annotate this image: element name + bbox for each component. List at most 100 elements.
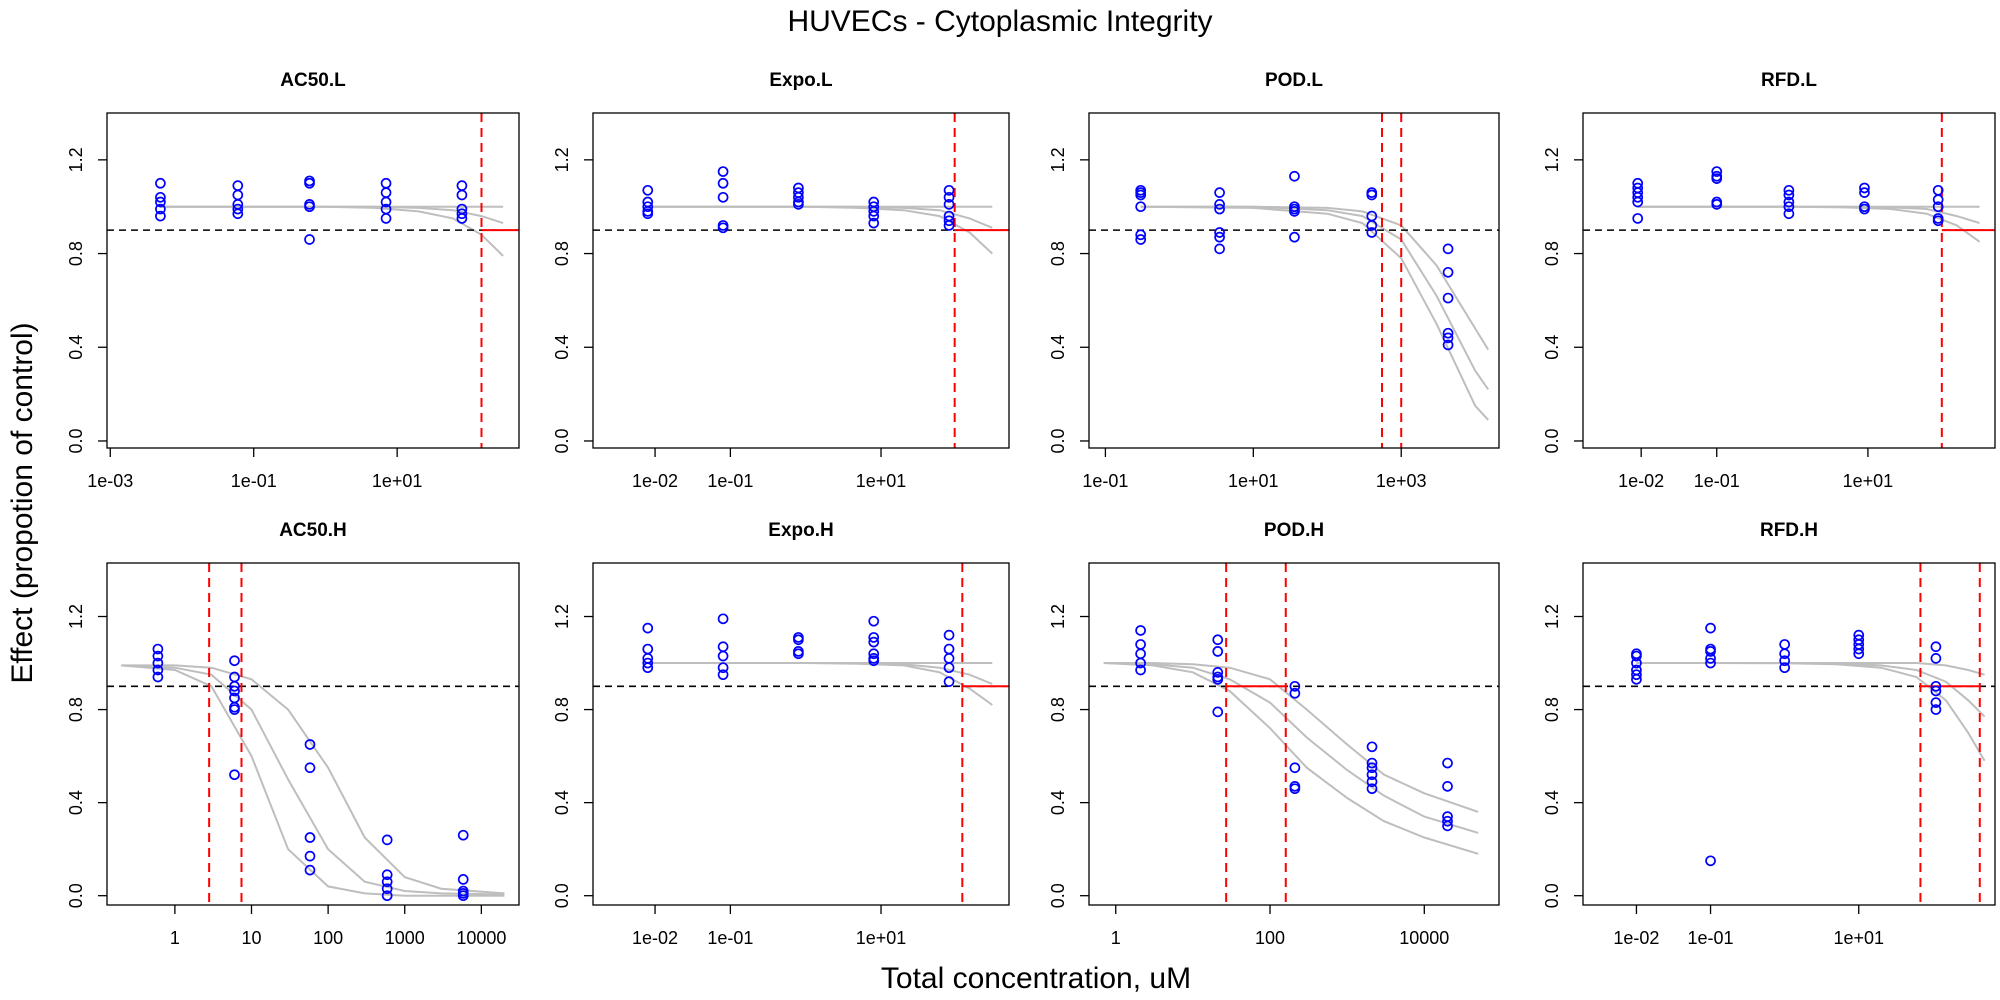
x-tick-label: 1e-02 xyxy=(1613,928,1659,948)
y-tick-label: 0.8 xyxy=(66,697,86,722)
data-point xyxy=(1214,243,1225,255)
data-point xyxy=(642,657,654,669)
data-point xyxy=(1442,292,1454,304)
data-point xyxy=(456,189,468,201)
data-point xyxy=(232,180,244,191)
panel-title: Expo.H xyxy=(768,520,833,541)
data-point xyxy=(1135,625,1146,636)
x-axis-label: Total concentration, uM xyxy=(881,962,1191,995)
data-point xyxy=(155,210,166,222)
data-point xyxy=(1930,704,1942,715)
y-tick-label: 0.4 xyxy=(552,790,572,815)
data-point xyxy=(1135,648,1146,660)
data-point xyxy=(1930,653,1942,664)
y-tick-label: 0.4 xyxy=(66,335,86,360)
fit-curve xyxy=(121,664,505,896)
data-point xyxy=(1214,187,1225,199)
y-tick-label: 1.2 xyxy=(552,604,572,629)
y-tick-label: 0.0 xyxy=(66,883,86,908)
data-point xyxy=(380,213,392,224)
plot-area xyxy=(593,563,1009,905)
data-point xyxy=(1442,243,1454,255)
panel-title: AC50.L xyxy=(280,70,346,91)
data-point xyxy=(1135,664,1146,676)
data-point xyxy=(1631,669,1642,681)
y-tick-label: 0.0 xyxy=(66,428,86,453)
data-point xyxy=(232,203,244,215)
data-point xyxy=(1853,648,1865,660)
data-point xyxy=(1859,203,1870,215)
x-tick-label: 1e+01 xyxy=(1228,471,1279,491)
plot-frame xyxy=(106,562,520,906)
x-tick-label: 1e-02 xyxy=(632,471,678,491)
data-point xyxy=(152,657,164,669)
data-point xyxy=(717,191,729,203)
y-tick-label: 1.2 xyxy=(1542,147,1562,172)
plot-area xyxy=(593,113,1009,448)
data-point xyxy=(381,890,393,902)
data-point xyxy=(1442,266,1454,278)
panel-title: RFD.L xyxy=(1761,70,1817,91)
data-point xyxy=(381,869,393,881)
data-point xyxy=(868,648,880,660)
y-tick-label: 0.0 xyxy=(1048,428,1068,453)
data-point xyxy=(1366,227,1378,238)
data-point xyxy=(1631,657,1642,669)
data-point xyxy=(1711,173,1723,184)
x-tick-label: 1e-01 xyxy=(1082,471,1128,491)
data-point xyxy=(1366,189,1378,201)
data-point xyxy=(1442,757,1453,769)
fit-curve xyxy=(1636,662,1986,762)
data-point xyxy=(868,636,880,648)
data-point xyxy=(1930,685,1942,697)
plot-frame xyxy=(1088,112,1500,449)
fit-curve xyxy=(160,205,504,257)
fit-curve xyxy=(1636,662,1985,676)
data-point xyxy=(943,215,955,227)
data-point xyxy=(868,217,880,229)
data-point xyxy=(717,641,729,653)
data-point xyxy=(1711,166,1723,177)
data-point xyxy=(1705,657,1716,669)
data-point xyxy=(868,210,880,222)
plot-area xyxy=(1583,113,1995,448)
data-point xyxy=(152,650,164,662)
data-point xyxy=(1214,203,1225,215)
x-tick-label: 1e-01 xyxy=(707,471,753,491)
data-point xyxy=(1783,189,1795,201)
data-point xyxy=(793,634,804,646)
data-point xyxy=(1779,639,1790,650)
data-point xyxy=(1214,199,1225,210)
data-point xyxy=(155,203,166,215)
data-point xyxy=(304,201,315,213)
data-point xyxy=(642,184,654,196)
data-point xyxy=(1783,208,1795,220)
data-point xyxy=(1705,855,1716,867)
panel: AC50.L 1e-03 1e-01 1e+01 0.0 0.4 0.8 1.2 xyxy=(66,70,520,491)
data-point xyxy=(229,680,240,692)
x-tick-label: 1e+01 xyxy=(1833,928,1884,948)
data-point xyxy=(1632,191,1644,203)
y-tick-label: 0.8 xyxy=(1542,697,1562,722)
data-point xyxy=(1632,196,1644,208)
y-tick-label: 1.2 xyxy=(1542,604,1562,629)
panel-title: POD.H xyxy=(1264,520,1324,541)
data-point xyxy=(1779,655,1790,667)
fit-curve xyxy=(121,664,505,895)
data-point xyxy=(229,704,240,715)
data-point xyxy=(1711,199,1723,210)
data-point xyxy=(152,664,164,676)
data-point xyxy=(1135,639,1146,650)
x-tick-label: 10000 xyxy=(456,928,506,948)
data-point xyxy=(1289,206,1300,217)
plot-frame xyxy=(106,112,520,449)
panel: AC50.H 1 10 100 1000 10000 0.0 0.4 0.8 1.2 xyxy=(66,520,520,948)
x-tick-label: 1e+01 xyxy=(1843,471,1894,491)
data-point xyxy=(642,201,654,213)
data-point xyxy=(457,890,469,902)
data-point xyxy=(1289,231,1300,243)
data-point xyxy=(457,874,469,885)
y-tick-label: 1.2 xyxy=(66,147,86,172)
data-point xyxy=(1135,657,1146,669)
